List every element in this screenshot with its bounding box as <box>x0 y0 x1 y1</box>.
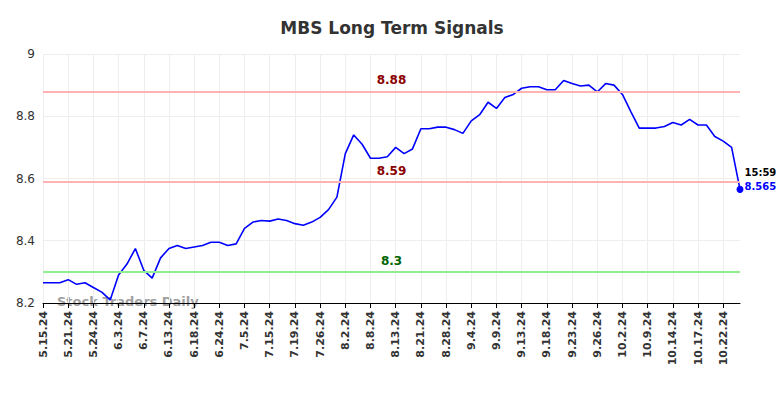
svg-text:9.13.24: 9.13.24 <box>515 311 528 358</box>
svg-text:10.14.24: 10.14.24 <box>666 311 679 366</box>
svg-text:7.15.24: 7.15.24 <box>263 311 276 358</box>
svg-text:8.59: 8.59 <box>377 164 407 178</box>
svg-text:10.17.24: 10.17.24 <box>692 311 705 366</box>
svg-text:5.21.24: 5.21.24 <box>62 311 75 358</box>
svg-text:6.7.24: 6.7.24 <box>137 311 150 350</box>
svg-text:8.565: 8.565 <box>745 181 777 192</box>
svg-text:9.26.24: 9.26.24 <box>591 311 604 358</box>
svg-text:8.8: 8.8 <box>16 109 35 123</box>
svg-text:9: 9 <box>27 47 35 61</box>
svg-text:7.19.24: 7.19.24 <box>288 311 301 358</box>
svg-text:8.2: 8.2 <box>16 296 35 310</box>
svg-text:Stock Traders Daily: Stock Traders Daily <box>57 294 199 309</box>
svg-text:8.13.24: 8.13.24 <box>389 311 402 358</box>
svg-text:9.4.24: 9.4.24 <box>465 311 478 350</box>
svg-text:9.18.24: 9.18.24 <box>540 311 553 358</box>
svg-text:5.15.24: 5.15.24 <box>37 311 50 358</box>
svg-text:8.6: 8.6 <box>16 172 35 186</box>
svg-text:10.22.24: 10.22.24 <box>717 311 730 366</box>
svg-text:8.3: 8.3 <box>381 254 402 268</box>
svg-text:6.18.24: 6.18.24 <box>188 311 201 358</box>
svg-text:6.24.24: 6.24.24 <box>213 311 226 358</box>
svg-text:10.2.24: 10.2.24 <box>616 311 629 358</box>
svg-text:MBS Long Term Signals: MBS Long Term Signals <box>280 18 503 38</box>
svg-text:15:59: 15:59 <box>745 167 777 178</box>
svg-text:7.5.24: 7.5.24 <box>238 311 251 350</box>
svg-text:5.24.24: 5.24.24 <box>87 311 100 358</box>
svg-text:6.13.24: 6.13.24 <box>162 311 175 358</box>
svg-text:8.4: 8.4 <box>16 234 35 248</box>
svg-text:7.26.24: 7.26.24 <box>314 311 327 358</box>
svg-text:8.88: 8.88 <box>377 73 407 87</box>
svg-text:8.21.24: 8.21.24 <box>414 311 427 358</box>
svg-text:10.9.24: 10.9.24 <box>641 311 654 358</box>
svg-text:8.28.24: 8.28.24 <box>440 311 453 358</box>
svg-text:6.3.24: 6.3.24 <box>112 311 125 350</box>
svg-text:9.9.24: 9.9.24 <box>490 311 503 350</box>
svg-text:9.23.24: 9.23.24 <box>566 311 579 358</box>
svg-text:8.8.24: 8.8.24 <box>364 311 377 350</box>
svg-text:8.2.24: 8.2.24 <box>339 311 352 350</box>
